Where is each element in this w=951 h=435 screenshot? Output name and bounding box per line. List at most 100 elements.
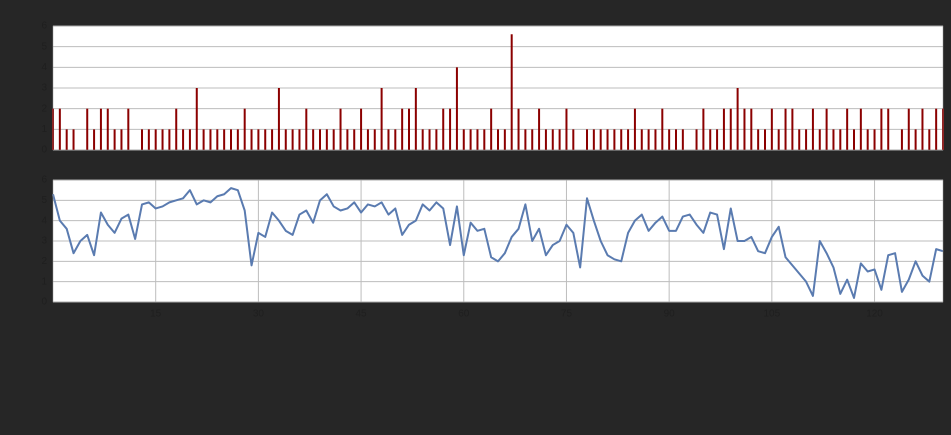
bar xyxy=(859,108,862,150)
bar xyxy=(811,108,814,150)
line xyxy=(52,187,944,299)
bar xyxy=(866,129,869,150)
bar xyxy=(702,108,705,150)
y-tick-label: 1 xyxy=(41,124,47,135)
bar xyxy=(914,129,917,150)
y-tick-label: 3 xyxy=(41,83,47,94)
bar xyxy=(147,129,150,150)
bar xyxy=(93,129,96,150)
x-tick-label: 120 xyxy=(866,309,883,320)
bar xyxy=(900,129,903,150)
x-tick-label: 60 xyxy=(458,309,470,320)
bar xyxy=(449,108,452,150)
bar xyxy=(784,108,787,150)
bar xyxy=(935,108,938,150)
bar xyxy=(339,108,342,150)
bar xyxy=(791,108,794,150)
bar xyxy=(572,129,575,150)
y-tick-label: 6 xyxy=(41,21,47,32)
bar xyxy=(353,129,356,150)
bar xyxy=(223,129,226,150)
bar xyxy=(154,129,157,150)
bar xyxy=(620,129,623,150)
bar xyxy=(750,108,753,150)
y-tick-label: 5 xyxy=(41,195,47,206)
bar xyxy=(592,129,595,150)
x-tick-label: 105 xyxy=(764,309,781,320)
bar xyxy=(722,108,725,150)
bar xyxy=(558,129,561,150)
bar xyxy=(695,129,698,150)
x-tick-label: 15 xyxy=(150,309,162,320)
bar xyxy=(209,129,212,150)
bar xyxy=(319,129,321,150)
bar xyxy=(141,129,143,150)
bar xyxy=(743,108,746,150)
y-tick-label: 5 xyxy=(41,41,47,52)
bar xyxy=(764,129,766,150)
bar xyxy=(325,129,328,150)
bar xyxy=(408,108,410,150)
bar xyxy=(880,108,883,150)
bar xyxy=(236,129,239,150)
bar xyxy=(716,129,719,150)
bar xyxy=(853,129,855,150)
bar xyxy=(647,129,650,150)
bar xyxy=(928,129,931,150)
bar xyxy=(503,129,506,150)
y-tick-label: 2 xyxy=(41,256,47,267)
bar xyxy=(106,108,109,150)
bar xyxy=(380,88,383,150)
bar xyxy=(291,129,294,150)
bar xyxy=(517,108,520,150)
bar xyxy=(544,129,547,150)
bar xyxy=(298,129,301,150)
bar xyxy=(175,108,178,150)
bar xyxy=(709,129,712,150)
bar xyxy=(736,88,739,150)
bar xyxy=(202,129,205,150)
bar xyxy=(312,129,315,150)
bar xyxy=(524,129,527,150)
y-tick-label: 4 xyxy=(41,62,47,73)
bar xyxy=(360,108,363,150)
bar xyxy=(58,108,61,150)
bar xyxy=(627,129,630,150)
bar xyxy=(366,129,369,150)
bar xyxy=(195,88,198,150)
bar xyxy=(777,129,780,150)
bar xyxy=(394,129,397,150)
bar xyxy=(729,108,732,150)
bar xyxy=(387,129,390,150)
y-tick-label: 4 xyxy=(41,215,47,226)
bar xyxy=(599,129,602,150)
bar xyxy=(757,129,760,150)
bar xyxy=(188,129,191,150)
bar xyxy=(907,108,910,150)
bar xyxy=(825,108,828,150)
bar xyxy=(531,129,534,150)
bar xyxy=(839,129,842,150)
bar xyxy=(284,129,287,150)
bar xyxy=(442,108,445,150)
bar xyxy=(565,108,568,150)
bar xyxy=(455,67,458,150)
bar xyxy=(832,129,835,150)
bar xyxy=(277,88,280,150)
bar xyxy=(497,129,499,150)
bar xyxy=(86,108,89,150)
bar xyxy=(887,108,890,150)
bar xyxy=(818,129,821,150)
bar xyxy=(668,129,671,150)
bar xyxy=(243,108,246,150)
bar xyxy=(65,129,68,150)
bar xyxy=(168,129,171,150)
bar xyxy=(469,129,472,150)
bar xyxy=(435,129,438,150)
y-tick-label: 1 xyxy=(41,276,47,287)
plot-border xyxy=(52,25,944,151)
bar xyxy=(586,129,588,150)
bar xyxy=(538,108,541,150)
